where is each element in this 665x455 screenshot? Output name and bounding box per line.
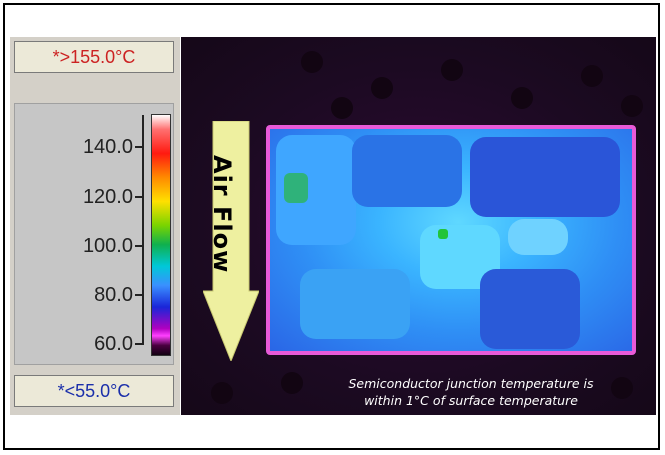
thermal-zone <box>300 269 410 339</box>
scale-tick-label: 120.0 <box>82 186 133 208</box>
thermal-zone <box>352 135 462 207</box>
scale-axis-line <box>142 115 144 344</box>
scale-tick-label: 80.0 <box>94 284 133 306</box>
thermal-image: Air Flow Semiconductor junction temperat… <box>181 37 656 415</box>
hot-spot <box>438 229 448 239</box>
background-hole <box>611 377 633 399</box>
image-caption: Semiconductor junction temperature is wi… <box>301 375 641 409</box>
color-scale-bar <box>151 114 171 356</box>
min-temperature-label: *<55.0°C <box>14 375 174 407</box>
air-flow-label: Air Flow <box>208 155 236 274</box>
background-hole <box>211 382 233 404</box>
thermal-zone <box>480 269 580 349</box>
background-hole <box>621 95 643 117</box>
thermal-zone <box>508 219 568 255</box>
scale-tick <box>135 196 144 198</box>
scale-tick <box>135 294 144 296</box>
scale-tick <box>135 245 144 247</box>
background-hole <box>331 97 353 119</box>
max-temperature-label: *>155.0°C <box>14 41 174 73</box>
thermal-zone <box>470 137 620 217</box>
caption-line-1: Semiconductor junction temperature is <box>348 376 594 391</box>
background-hole <box>581 65 603 87</box>
temperature-legend-panel: *>155.0°C 140.0 120.0 100.0 80.0 60.0 *<… <box>10 37 180 415</box>
background-hole <box>281 372 303 394</box>
hot-spot <box>284 173 308 203</box>
background-hole <box>441 59 463 81</box>
circuit-board-thermal-region <box>266 125 636 355</box>
temperature-scale: 140.0 120.0 100.0 80.0 60.0 <box>14 103 174 365</box>
scale-tick-label: 140.0 <box>82 136 133 158</box>
background-hole <box>511 87 533 109</box>
background-hole <box>301 51 323 73</box>
background-hole <box>371 77 393 99</box>
scale-tick <box>135 343 144 345</box>
scale-tick <box>135 146 144 148</box>
scale-tick-label: 100.0 <box>82 235 133 257</box>
air-flow-arrow-icon <box>203 121 259 361</box>
scale-tick-label: 60.0 <box>94 333 133 355</box>
caption-line-2: within 1°C of surface temperature <box>364 393 578 408</box>
